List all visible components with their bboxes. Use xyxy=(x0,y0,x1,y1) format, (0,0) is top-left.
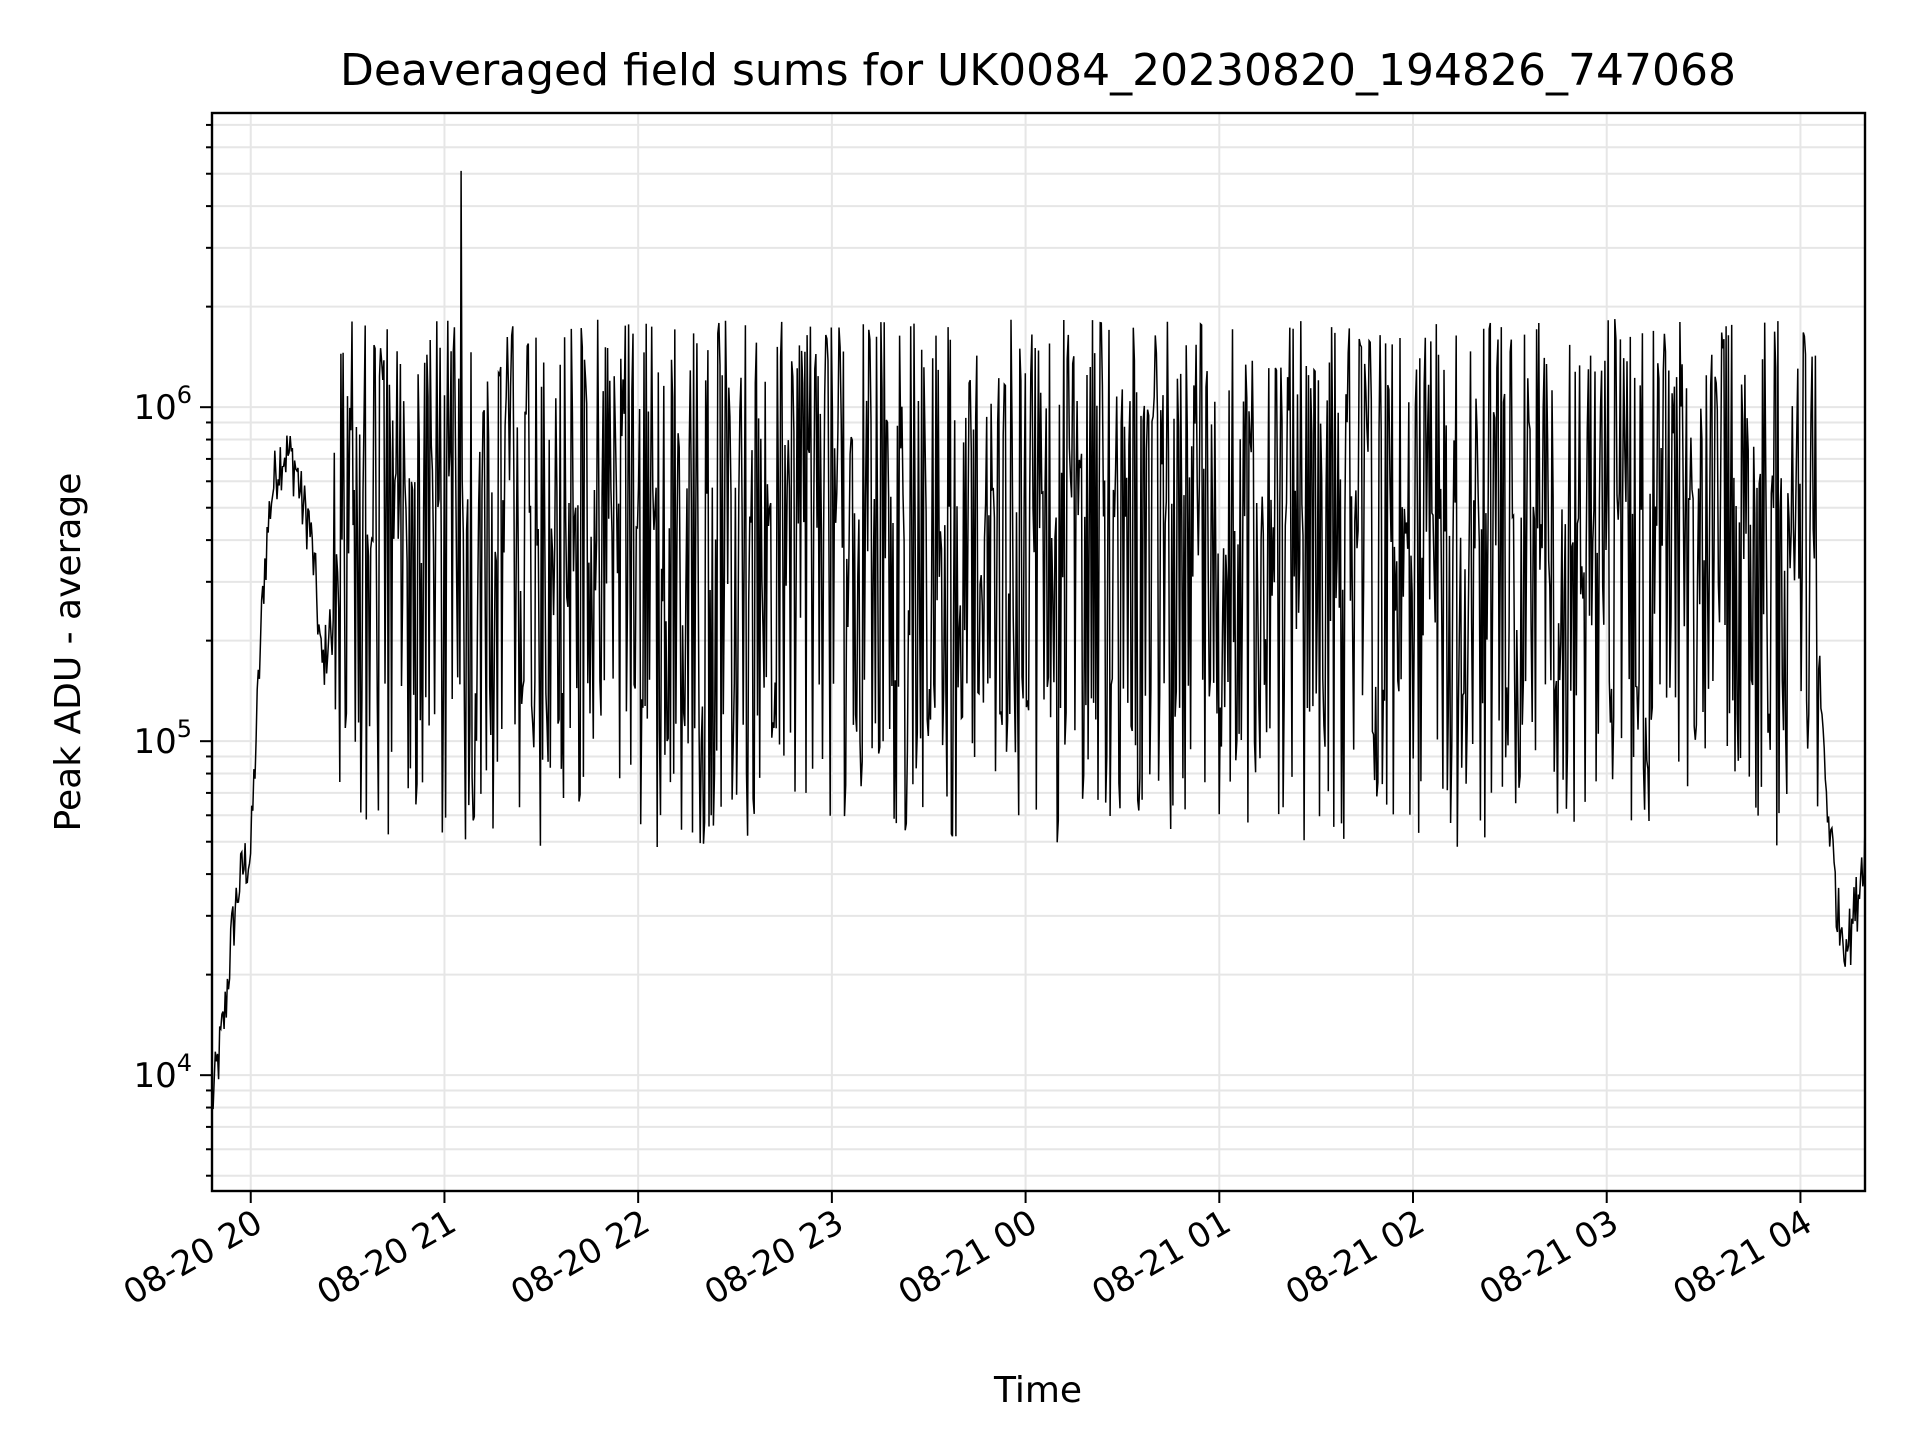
x-axis-label: Time xyxy=(993,1370,1082,1411)
chart-title: Deaveraged field sums for UK0084_2023082… xyxy=(340,45,1736,96)
y-tick-label: 106 xyxy=(133,381,192,428)
series-line xyxy=(211,170,1866,1110)
y-axis: 104 105 106 xyxy=(133,123,212,1177)
y-axis-label: Peak ADU - average xyxy=(48,473,89,832)
y-tick-label: 104 xyxy=(133,1049,192,1096)
plot-frame xyxy=(210,111,1867,1193)
y-tick-label: 105 xyxy=(133,715,192,762)
plot-area xyxy=(211,170,1866,1110)
